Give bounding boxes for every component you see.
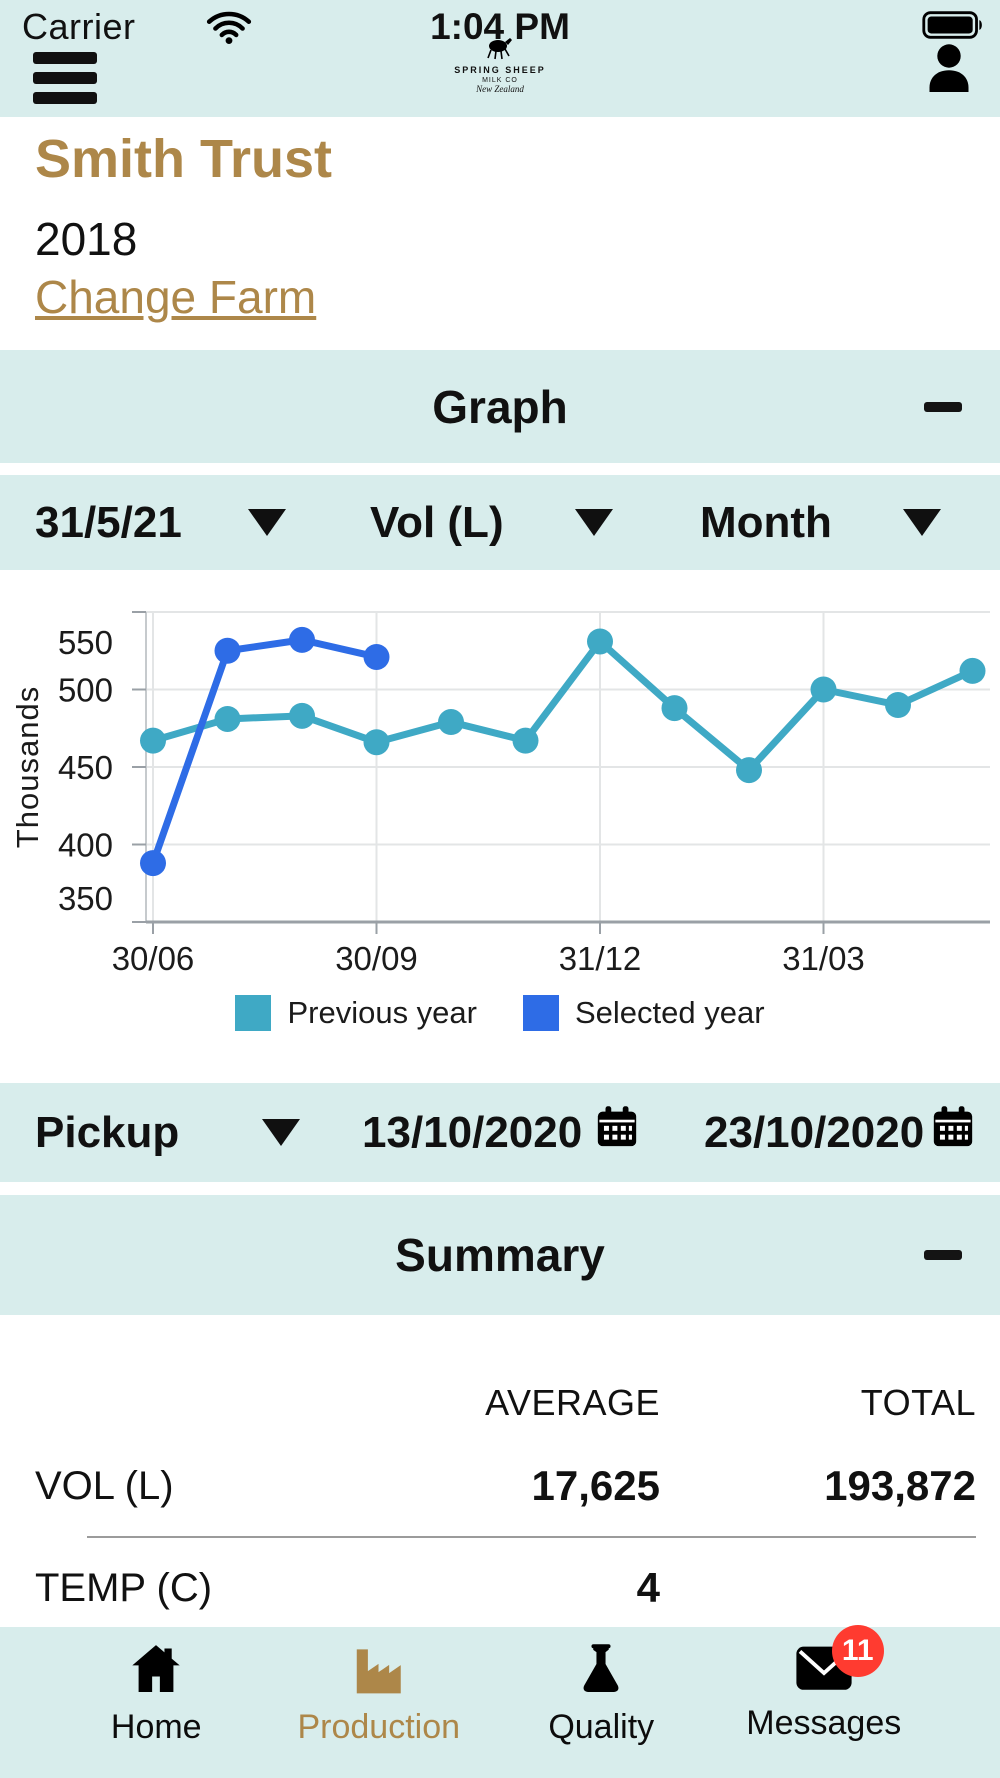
calendar-icon[interactable] [930, 1104, 976, 1161]
collapse-graph-icon[interactable] [924, 401, 962, 412]
tab-quality[interactable]: Quality [490, 1641, 713, 1778]
vol-average-value: 17,625 [531, 1462, 660, 1509]
change-farm-link[interactable]: Change Farm [35, 271, 317, 323]
tab-label: Home [110, 1708, 202, 1746]
date-filter-dropdown[interactable]: 31/5/21 [35, 475, 286, 570]
row-label: VOL (L) [35, 1463, 174, 1508]
svg-text:550: 550 [58, 624, 113, 661]
summary-table: AVERAGE TOTAL VOL (L) 17,625 193,872 TEM… [35, 1370, 976, 1638]
dropdown-arrow-icon[interactable] [575, 509, 613, 536]
sheep-icon [487, 38, 512, 60]
legend-swatch-selected [522, 995, 559, 1031]
date-to-value: 23/10/2020 [704, 1107, 925, 1157]
date-from-picker[interactable]: 13/10/2020 [362, 1083, 640, 1182]
home-icon [127, 1641, 185, 1702]
filter-row: 31/5/21 Vol (L) Month [0, 475, 1000, 570]
interval-filter-value: Month [700, 497, 832, 547]
graph-section-header: Graph [0, 350, 1000, 463]
flask-icon [576, 1641, 626, 1702]
pickup-type-value: Pickup [35, 1107, 180, 1157]
date-from-value: 13/10/2020 [362, 1107, 583, 1157]
date-to-picker[interactable]: 23/10/2020 [704, 1083, 976, 1182]
legend-swatch-previous [235, 995, 272, 1031]
wifi-icon [206, 10, 252, 49]
dropdown-arrow-icon[interactable] [248, 509, 286, 536]
svg-text:350: 350 [58, 880, 113, 917]
graph-title: Graph [432, 380, 568, 433]
chart-legend: Previous year Selected year [0, 995, 1000, 1031]
logo-line2: MILK CO [482, 77, 518, 84]
tab-label: Quality [548, 1708, 655, 1746]
summary-col-average: AVERAGE [485, 1382, 660, 1423]
tab-bar: Home Production Quality [0, 1625, 1000, 1778]
svg-text:450: 450 [58, 749, 113, 786]
tab-label: Messages [746, 1704, 902, 1742]
metric-filter-value: Vol (L) [370, 497, 504, 547]
farm-name: Smith Trust [35, 129, 333, 189]
table-row-vol: VOL (L) 17,625 193,872 [35, 1436, 976, 1536]
carrier-label: Carrier [22, 6, 136, 47]
tab-label: Production [297, 1708, 461, 1746]
svg-text:500: 500 [58, 672, 113, 709]
header-band: Carrier 1:04 PM SPRING SHEEP [0, 0, 1000, 117]
factory-icon [350, 1641, 408, 1702]
legend-item-previous-year: Previous year [235, 995, 477, 1031]
brand-logo: SPRING SHEEP MILK CO New Zealand [0, 36, 1000, 94]
profile-icon[interactable] [923, 40, 975, 103]
svg-text:400: 400 [58, 827, 113, 864]
unread-count-badge: 11 [831, 1625, 884, 1677]
metric-filter-dropdown[interactable]: Vol (L) [370, 475, 613, 570]
tab-production[interactable]: Production [268, 1641, 491, 1778]
date-filter-value: 31/5/21 [35, 497, 182, 547]
legend-item-selected-year: Selected year [522, 995, 765, 1031]
calendar-icon[interactable] [594, 1104, 640, 1161]
summary-title: Summary [395, 1229, 605, 1281]
svg-text:31/03: 31/03 [782, 940, 865, 977]
summary-header-row: AVERAGE TOTAL [35, 1370, 976, 1436]
pickup-row: Pickup 13/10/2020 23/10/2020 [0, 1083, 1000, 1182]
dropdown-arrow-icon[interactable] [903, 509, 941, 536]
menu-icon[interactable] [33, 52, 97, 112]
farm-year: 2018 [35, 213, 138, 265]
production-volume-chart: 350 400 450 500 550 30/06 30/09 31/12 31/03 Thous… [0, 570, 1000, 1000]
temp-average-value: 4 [636, 1564, 660, 1611]
dropdown-arrow-icon[interactable] [262, 1119, 300, 1146]
legend-label-previous: Previous year [287, 995, 477, 1030]
vol-total-value: 193,872 [824, 1462, 976, 1509]
legend-label-selected: Selected year [574, 995, 765, 1030]
svg-text:30/06: 30/06 [112, 940, 195, 977]
collapse-summary-icon[interactable] [924, 1250, 962, 1260]
svg-text:31/12: 31/12 [559, 940, 642, 977]
row-divider [87, 1536, 976, 1538]
summary-section-header: Summary [0, 1195, 1000, 1315]
envelope-icon [794, 1646, 854, 1697]
interval-filter-dropdown[interactable]: Month [700, 475, 941, 570]
tab-home[interactable]: Home [45, 1641, 268, 1778]
svg-text:30/09: 30/09 [335, 940, 418, 977]
battery-icon [922, 10, 986, 45]
logo-line3: New Zealand [476, 84, 524, 94]
pickup-type-dropdown[interactable]: Pickup [35, 1083, 300, 1182]
svg-text:Thousands: Thousands [10, 686, 45, 848]
row-label: TEMP (C) [35, 1565, 213, 1610]
table-row-temp: TEMP (C) 4 [35, 1538, 976, 1638]
tab-messages[interactable]: 11 Messages [713, 1625, 936, 1778]
summary-col-total: TOTAL [860, 1382, 976, 1423]
logo-line1: SPRING SHEEP [454, 65, 546, 75]
